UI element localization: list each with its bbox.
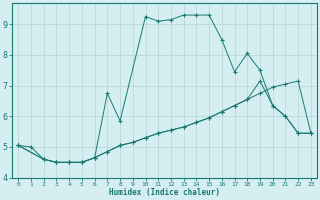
X-axis label: Humidex (Indice chaleur): Humidex (Indice chaleur)	[109, 188, 220, 197]
